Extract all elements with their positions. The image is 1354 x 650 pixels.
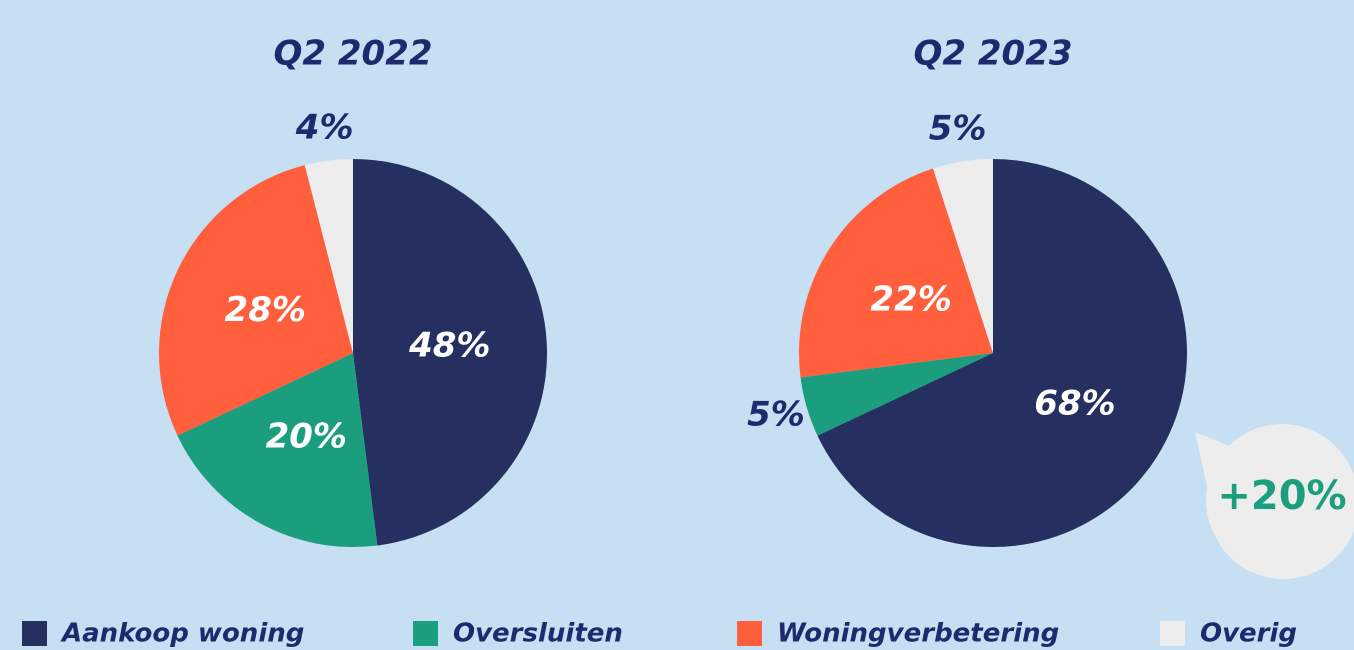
legend-swatch bbox=[22, 621, 47, 646]
legend-label: Aankoop woning bbox=[60, 619, 304, 649]
data-label: 20% bbox=[266, 417, 347, 457]
chart-title: Q2 2023 bbox=[913, 34, 1072, 74]
callout: +20% bbox=[1195, 424, 1354, 579]
legend-label: Oversluiten bbox=[453, 619, 623, 649]
annotation: +20% bbox=[1217, 473, 1346, 519]
pie-slice bbox=[304, 159, 353, 353]
data-label: 5% bbox=[929, 108, 987, 148]
legend-swatch bbox=[1160, 621, 1185, 646]
data-label: 48% bbox=[408, 325, 490, 365]
data-label: 4% bbox=[295, 107, 354, 147]
legend-label: Overig bbox=[1200, 619, 1297, 649]
data-label: 5% bbox=[747, 395, 805, 435]
pie-slice bbox=[817, 159, 1187, 547]
legend-swatch bbox=[737, 621, 762, 646]
legend-swatch bbox=[413, 621, 438, 646]
pie-slice bbox=[800, 353, 993, 436]
pie-slice bbox=[799, 168, 993, 378]
data-label: 28% bbox=[225, 290, 306, 330]
pie-slice bbox=[933, 159, 993, 353]
pie-slice bbox=[177, 353, 378, 547]
chart-title: Q2 2022 bbox=[273, 34, 432, 74]
data-label: 68% bbox=[1034, 383, 1115, 423]
pie-slice bbox=[353, 159, 548, 546]
data-label: 22% bbox=[870, 280, 951, 320]
callout-bubble bbox=[1206, 424, 1354, 576]
pie-slice bbox=[158, 165, 353, 436]
legend-label: Woningverbetering bbox=[777, 619, 1059, 649]
